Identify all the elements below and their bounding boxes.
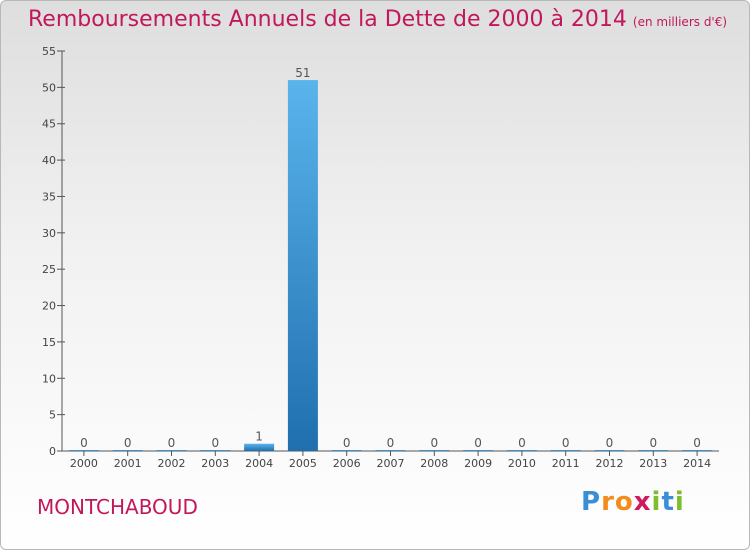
y-tick-label: 10 <box>42 372 56 385</box>
y-tick-label: 15 <box>42 336 56 349</box>
x-tick-label: 2007 <box>377 457 405 470</box>
x-tick-label: 2008 <box>420 457 448 470</box>
bar-value-label: 0 <box>211 436 219 450</box>
x-tick-label: 2011 <box>552 457 580 470</box>
bar-value-label: 0 <box>343 436 351 450</box>
y-tick-label: 30 <box>42 227 56 240</box>
y-tick-label: 40 <box>42 154 56 167</box>
bar-value-label: 0 <box>387 436 395 450</box>
x-axis: 2000 2001 2002 2003 2004 2005 2006 2007 2008 2009… <box>62 450 719 470</box>
x-tick-label: 2012 <box>596 457 624 470</box>
logo-letter: i <box>674 487 685 517</box>
x-tick-label: 2003 <box>201 457 229 470</box>
data-labels: 0 0 0 0 1 51 0 0 0 0 0 0 0 0 0 <box>80 66 701 450</box>
logo-letter: o <box>614 487 634 517</box>
y-tick-label: 0 <box>49 445 56 458</box>
chart-title-main: Remboursements Annuels de la Dette de 20… <box>28 7 627 32</box>
y-tick-label: 5 <box>49 409 56 422</box>
chart-unit-label: (en milliers d'€) <box>632 15 728 29</box>
x-tick-label: 2002 <box>158 457 186 470</box>
bar <box>638 450 669 451</box>
bar-value-label: 0 <box>649 436 657 450</box>
bars <box>68 80 713 451</box>
x-tick-label: 2013 <box>639 457 667 470</box>
bar <box>594 450 625 451</box>
bar <box>68 450 99 451</box>
bar <box>375 450 406 451</box>
chart-title: Remboursements Annuels de la Dette de 20… <box>28 7 727 32</box>
bar-value-label: 0 <box>562 436 570 450</box>
bar-value-label: 0 <box>80 436 88 450</box>
bar <box>244 443 275 451</box>
bar-value-label: 0 <box>518 436 526 450</box>
y-tick-label: 20 <box>42 300 56 313</box>
logo-letter: t <box>661 487 675 517</box>
bar <box>419 450 450 451</box>
bar <box>506 450 537 451</box>
bar <box>287 80 318 451</box>
x-tick-label: 2009 <box>464 457 492 470</box>
x-tick-label: 2004 <box>245 457 273 470</box>
bar <box>463 450 494 451</box>
logo-letter: x <box>633 487 652 517</box>
bar-value-label: 0 <box>606 436 614 450</box>
logo-letter: r <box>601 487 615 517</box>
bar <box>156 450 187 451</box>
bar <box>682 450 713 451</box>
x-tick-label: 2010 <box>508 457 536 470</box>
y-tick-label: 35 <box>42 190 56 203</box>
bar <box>331 450 362 451</box>
y-tick-label: 25 <box>42 263 56 276</box>
bar-value-label: 0 <box>430 436 438 450</box>
bar <box>550 450 581 451</box>
bar-value-label: 0 <box>474 436 482 450</box>
x-tick-label: 2000 <box>70 457 98 470</box>
x-tick-label: 2005 <box>289 457 317 470</box>
bar <box>200 450 231 451</box>
x-tick-label: 2001 <box>114 457 142 470</box>
y-tick-label: 55 <box>42 45 56 58</box>
logo-letter: i <box>651 487 662 517</box>
bar-value-label: 1 <box>255 430 263 444</box>
proxiti-logo[interactable]: Proxiti <box>581 487 685 517</box>
y-axis: 0 5 10 15 20 25 30 35 40 45 50 55 <box>42 45 65 458</box>
commune-name: MONTCHABOUD <box>37 495 198 519</box>
bar-value-label: 0 <box>124 436 132 450</box>
logo-letter: P <box>581 487 602 517</box>
x-tick-label: 2006 <box>333 457 361 470</box>
bar-value-label: 0 <box>693 436 701 450</box>
bar-value-label: 0 <box>168 436 176 450</box>
bar-value-label: 51 <box>295 66 310 80</box>
y-tick-label: 50 <box>42 81 56 94</box>
y-tick-label: 45 <box>42 118 56 131</box>
bar <box>112 450 143 451</box>
x-tick-label: 2014 <box>683 457 711 470</box>
